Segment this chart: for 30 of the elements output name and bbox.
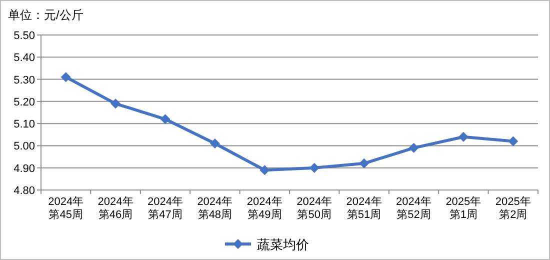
point bbox=[508, 136, 518, 146]
x-tick-label: 2024年第51周 bbox=[345, 196, 383, 222]
x-tick-label: 2024年第46周 bbox=[96, 196, 134, 222]
point bbox=[260, 165, 270, 176]
point bbox=[309, 162, 320, 173]
x-tick-label: 2025年第2周 bbox=[494, 196, 532, 222]
y-tick-label: 5.30 bbox=[14, 74, 35, 86]
point bbox=[210, 138, 220, 148]
y-tick-label: 5.20 bbox=[14, 96, 35, 108]
x-tick-label: 2024年第47周 bbox=[146, 196, 184, 222]
chart-title: 单位：元/公斤 bbox=[8, 8, 84, 22]
legend-label: 蔬菜均价 bbox=[257, 237, 309, 252]
point bbox=[60, 72, 71, 82]
x-tick-label: 2024年第45周 bbox=[47, 196, 85, 222]
y-tick-label: 4.80 bbox=[14, 185, 35, 197]
y-tick-label: 5.10 bbox=[14, 118, 35, 131]
y-tick-label: 5.50 bbox=[14, 30, 35, 42]
x-tick-label: 2024年第52周 bbox=[395, 196, 432, 222]
y-tick-label: 5.00 bbox=[14, 140, 35, 153]
x-tick-label: 2024年第50周 bbox=[296, 196, 334, 222]
x-tick-label: 2024年第49周 bbox=[246, 196, 284, 222]
x-tick-label: 2024年第48周 bbox=[196, 196, 234, 222]
point bbox=[359, 158, 370, 168]
y-tick-label: 5.40 bbox=[14, 52, 35, 64]
point bbox=[110, 98, 121, 109]
x-tick-label: 2025年第1周 bbox=[444, 196, 482, 222]
point bbox=[408, 142, 419, 153]
point bbox=[160, 114, 170, 124]
y-tick-label: 4.90 bbox=[14, 162, 35, 175]
point bbox=[458, 132, 468, 142]
